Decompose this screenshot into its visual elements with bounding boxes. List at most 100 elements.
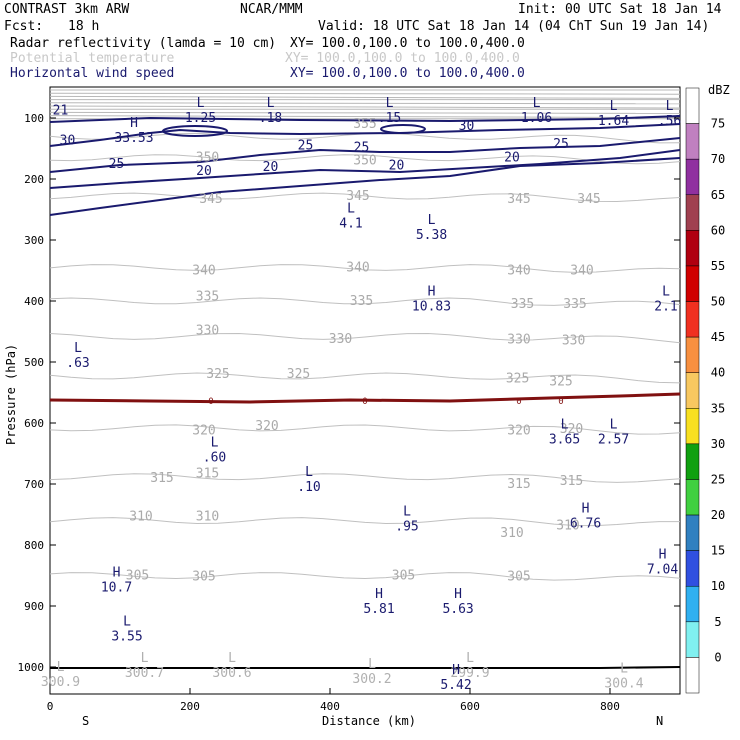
title-center: NCAR/MMM (240, 2, 303, 17)
theta-label: 315 (507, 477, 530, 492)
field-xy-0: XY= 100.0,100.0 to 100.0,400.0 (290, 36, 525, 51)
y-tick-label: 700 (24, 478, 44, 491)
extremum-value: .18 (259, 111, 282, 126)
y-tick-label: 1000 (18, 661, 45, 674)
y-tick-label: 100 (24, 112, 44, 125)
theta-label: 355 (353, 117, 376, 132)
wind-label: 20 (504, 151, 520, 166)
colorbar-swatch (685, 87, 700, 124)
theta-contour-line (49, 102, 681, 105)
colorbar-tick-label: 55 (711, 259, 725, 273)
extremum-value: 5.38 (416, 228, 447, 243)
south-label: S (82, 714, 89, 728)
extremum-marker: H (452, 663, 460, 678)
extremum-marker: H (659, 547, 667, 562)
field-xy-2: XY= 100.0,100.0 to 100.0,400.0 (290, 66, 525, 81)
fcst-value: 18 h (68, 19, 99, 34)
extremum-marker: L (228, 651, 236, 666)
extremum-value: .15 (378, 111, 401, 126)
field-xy-1: XY= 100.0,100.0 to 100.0,400.0 (285, 51, 520, 66)
x-axis-label: Distance (km) (322, 714, 416, 728)
theta-contour-line (49, 111, 681, 114)
surface-line (50, 666, 681, 669)
extremum-marker: L (123, 614, 131, 629)
theta-label: 330 (196, 323, 219, 338)
x-tick-label: 0 (47, 700, 54, 713)
colorbar-swatch (685, 230, 700, 267)
colorbar-swatch (685, 443, 700, 480)
extremum-marker: L (197, 96, 205, 111)
extremum-marker: L (620, 661, 628, 676)
theta-contour-line (49, 297, 681, 306)
extremum-value: 7.04 (647, 562, 678, 577)
theta-contour-line (49, 115, 681, 119)
theta-label: 345 (346, 189, 369, 204)
theta-label: 335 (511, 297, 534, 312)
extremum-marker: H (428, 284, 436, 299)
theta-label: 340 (346, 260, 369, 275)
extremum-value: 6.76 (570, 517, 601, 532)
colorbar-swatch (685, 479, 700, 516)
colorbar-tick-label: 70 (711, 152, 725, 166)
theta-label: 315 (560, 474, 583, 489)
theta-label: 315 (196, 467, 219, 482)
extremum-marker: L (610, 99, 618, 114)
extremum-value: 33.53 (114, 131, 153, 146)
colorbar-tick-label: 15 (711, 544, 725, 558)
extremum-value: .60 (203, 451, 226, 466)
extremum-marker: L (386, 96, 394, 111)
init-time: Init: 00 UTC Sat 18 Jan 14 (518, 2, 722, 17)
theta-label: 320 (560, 422, 583, 437)
wind-contour-line (49, 123, 681, 147)
wind-label: 20 (196, 164, 212, 179)
colorbar-swatch (685, 514, 700, 551)
theta-contours (49, 89, 681, 581)
wind-contour-line (49, 115, 681, 123)
theta-contour-line (49, 154, 681, 165)
colorbar-tick-label: 30 (711, 437, 725, 451)
wind-label: 20 (389, 159, 405, 174)
theta-label: 345 (577, 192, 600, 207)
extremum-marker: L (368, 657, 376, 672)
wind-label: 25 (109, 157, 125, 172)
extremum-marker: L (74, 341, 82, 356)
extremum-value: 10.83 (412, 299, 451, 314)
extremum-marker: L (428, 213, 436, 228)
wind-contour-line (49, 157, 681, 216)
colorbar-tick-label: 40 (711, 366, 725, 380)
colorbar-tick-label: 35 (711, 401, 725, 415)
wind-label: 20 (263, 160, 279, 175)
wind-contour-line (49, 149, 681, 189)
y-tick-label: 800 (24, 539, 44, 552)
extremum-marker: L (57, 660, 65, 675)
y-tick-label: 900 (24, 600, 44, 613)
extremum-value: 5.81 (363, 602, 394, 617)
theta-label: 305 (126, 569, 149, 584)
theta-label: 305 (192, 570, 215, 585)
extremum-marker: L (267, 96, 275, 111)
theta-label: 335 (563, 297, 586, 312)
colorbar-unit: dBZ (708, 83, 730, 97)
colorbar-tick-label: 10 (711, 579, 725, 593)
extremum-value: .63 (66, 356, 89, 371)
extremum-marker: L (347, 201, 355, 216)
fcst-label: Fcst: (4, 19, 43, 34)
y-tick-label: 200 (24, 173, 44, 186)
wind-label: 21 (53, 104, 69, 119)
extremum-value: 2.1 (654, 299, 677, 314)
extremum-marker: L (403, 505, 411, 520)
wind-contours (49, 115, 681, 216)
field-name-2: Horizontal wind speed (10, 66, 174, 81)
x-tick-label: 200 (180, 700, 200, 713)
theta-label: 340 (192, 264, 215, 279)
y-tick-label: 500 (24, 356, 44, 369)
wind-label: 25 (354, 140, 370, 155)
theta-label: 340 (570, 264, 593, 279)
colorbar-swatch (685, 621, 700, 658)
colorbar-swatch (685, 408, 700, 445)
colorbar-swatch (685, 158, 700, 196)
theta-contour-line (49, 95, 681, 99)
y-tick-label: 600 (24, 417, 44, 430)
extremum-value: 300.2 (352, 672, 391, 687)
